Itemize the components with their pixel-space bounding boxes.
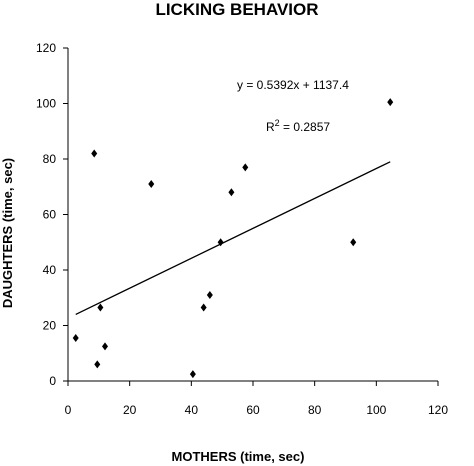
regression-equation: y = 0.5392x + 1137.4 [237,78,349,92]
data-point-diamond [102,342,108,351]
x-tick-label: 100 [366,403,386,417]
r-squared-exponent: 2 [275,118,280,128]
y-tick-label: 0 [49,374,56,388]
data-point-diamond [94,360,101,369]
r-squared-base: R [266,120,275,134]
y-tick-label: 120 [36,41,56,55]
chart-title: LICKING BEHAVIOR [155,0,318,19]
x-axis-ticks: 0 20 40 60 80 100 120 [65,381,448,417]
y-tick-label: 40 [43,263,57,277]
x-tick-label: 0 [65,403,72,417]
data-point-diamond [242,163,249,172]
trendline [75,161,391,315]
data-point-diamond [228,188,235,197]
x-tick-label: 80 [308,403,322,417]
data-point-diamond [189,370,196,379]
r-squared-value: = 0.2857 [280,120,331,134]
data-point-diamond [206,290,213,299]
data-point-diamond [387,98,394,107]
y-tick-label: 20 [43,319,57,333]
data-point-diamond [72,333,79,342]
x-tick-label: 120 [428,403,448,417]
r-squared-label: R2 = 0.2857 [266,118,330,134]
data-point-diamond [217,238,224,247]
data-point-diamond [350,238,357,247]
data-point-diamond [91,149,98,158]
x-axis-label: MOTHERS (time, sec) [172,449,305,464]
y-axis-label: DAUGHTERS (time, sec) [0,158,15,308]
data-point-diamond [97,303,104,312]
x-tick-label: 40 [185,403,199,417]
data-point-diamond [200,303,207,312]
y-tick-label: 60 [43,208,57,222]
y-tick-label: 80 [43,152,57,166]
y-tick-label: 100 [36,97,56,111]
x-tick-label: 60 [246,403,260,417]
y-axis-ticks: 0 20 40 60 80 100 120 [36,41,68,388]
data-points [72,98,394,379]
x-tick-label: 20 [123,403,137,417]
data-point-diamond [148,179,155,188]
